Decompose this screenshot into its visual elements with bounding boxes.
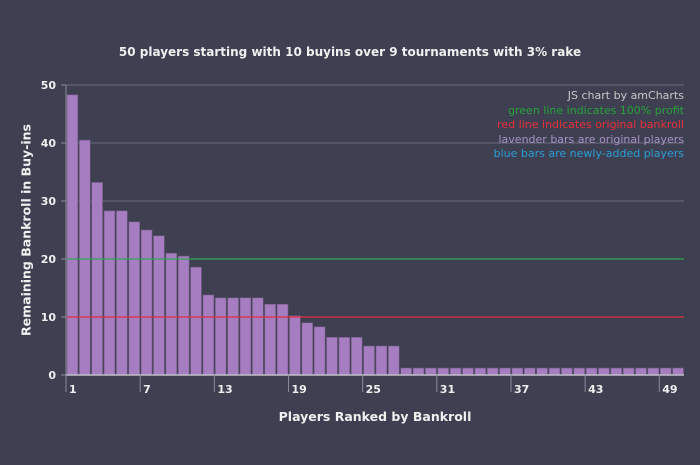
bar [301, 322, 313, 376]
bar [585, 367, 598, 376]
bar [326, 336, 338, 376]
bar [350, 336, 363, 376]
bar [79, 139, 91, 376]
legend-entry-credit[interactable]: JS chart by amCharts [567, 89, 684, 102]
legend-entry-red-line: red line indicates original bankroll [497, 118, 684, 131]
bar [153, 235, 165, 376]
bar [91, 182, 103, 376]
x-tick-label: 25 [366, 383, 381, 396]
bar [474, 367, 487, 376]
y-tick-label: 50 [41, 79, 57, 92]
bar [449, 367, 462, 376]
bar [610, 367, 623, 376]
chart-legend: JS chart by amCharts green line indicate… [494, 89, 684, 162]
bar [375, 345, 388, 376]
bar [276, 303, 289, 376]
x-tick-label: 13 [217, 383, 232, 396]
chart-title: 50 players starting with 10 buyins over … [118, 45, 582, 59]
bar [338, 336, 351, 376]
bar [548, 367, 561, 376]
y-tick-label: 30 [41, 195, 57, 208]
legend-entry-lavender-bars: lavender bars are original players [498, 132, 685, 146]
x-tick-label: 31 [440, 383, 455, 396]
x-tick-label: 43 [588, 383, 603, 396]
bar [511, 367, 524, 376]
bar [598, 367, 610, 376]
bar [400, 367, 412, 376]
legend-entry-green-line: green line indicates 100% profit [508, 103, 684, 117]
bar [103, 210, 116, 376]
bar [659, 367, 672, 376]
bar [227, 297, 239, 376]
bar [128, 221, 140, 376]
bar [536, 367, 548, 376]
y-tick-label: 10 [41, 311, 57, 324]
x-tick-label: 49 [662, 383, 677, 396]
bar [177, 255, 190, 376]
bar [486, 367, 499, 376]
x-axis-label: Players Ranked by Bankroll [278, 409, 472, 424]
bar [573, 367, 585, 376]
bar [462, 367, 474, 376]
x-tick-label: 7 [143, 383, 151, 396]
bar [190, 266, 202, 376]
bar [388, 345, 400, 376]
y-tick-label: 40 [41, 137, 57, 150]
bar [202, 294, 215, 376]
bar [165, 252, 178, 376]
bar [647, 367, 660, 376]
bar [561, 367, 573, 376]
bar [264, 303, 276, 376]
x-tick-label: 19 [291, 383, 306, 396]
bar [239, 297, 252, 376]
bar [215, 297, 227, 376]
bar [66, 94, 79, 376]
x-tick-label: 1 [69, 383, 77, 396]
bar [140, 229, 153, 376]
x-tick-label: 37 [514, 383, 529, 396]
bar [412, 367, 425, 376]
bar [252, 297, 264, 376]
y-tick-label: 20 [41, 253, 57, 266]
bar [289, 315, 301, 376]
bar [425, 367, 437, 376]
bar [116, 210, 128, 376]
bar [313, 326, 326, 376]
bar [524, 367, 536, 376]
bar [672, 367, 684, 376]
bar [635, 367, 647, 376]
bar [499, 367, 511, 376]
bar [622, 367, 635, 376]
bar [363, 345, 375, 376]
y-tick-label: 0 [48, 369, 56, 382]
bar [437, 367, 449, 376]
legend-entry-blue-bars: blue bars are newly-added players [493, 147, 684, 160]
